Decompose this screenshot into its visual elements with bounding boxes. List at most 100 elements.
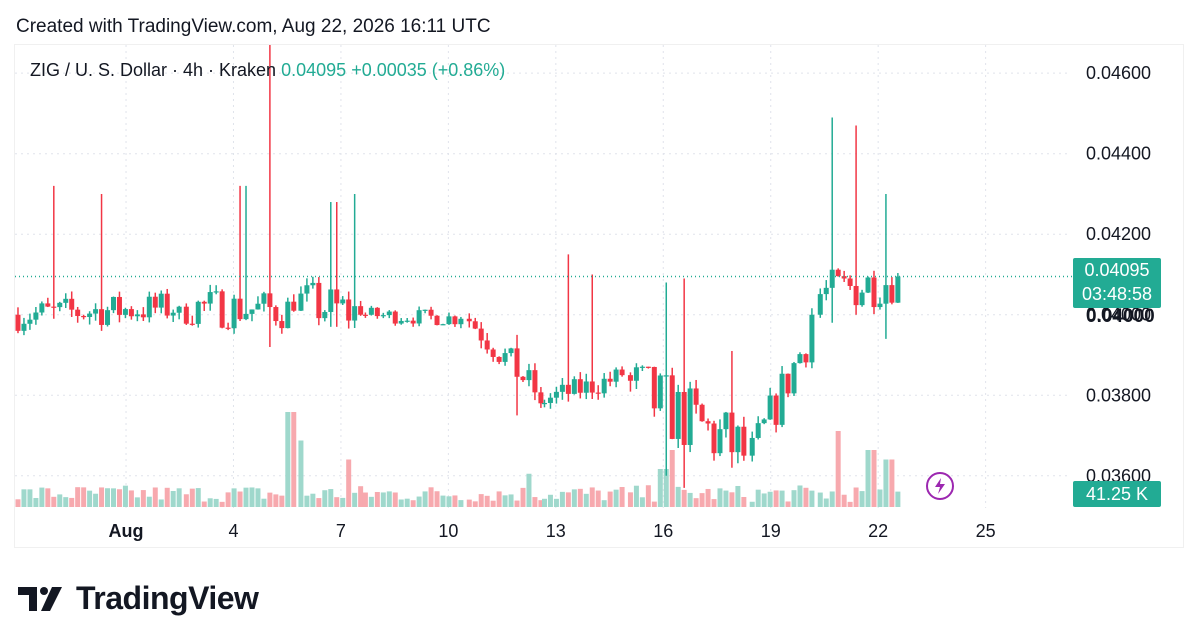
candle-body: [158, 293, 164, 308]
candle-body: [613, 369, 619, 382]
candle-body: [496, 356, 502, 362]
candle-body: [298, 293, 304, 311]
candle-body: [63, 298, 69, 303]
candle-body: [553, 391, 559, 398]
candle-body: [809, 314, 815, 363]
volume-bar: [705, 488, 711, 507]
candle-body: [267, 293, 273, 308]
candle-body: [398, 320, 404, 324]
volume-bar: [128, 490, 134, 507]
volume-bar: [316, 498, 322, 507]
candle-body: [410, 320, 416, 324]
candle-body: [75, 309, 81, 316]
candle-body: [514, 348, 520, 377]
volume-bar: [496, 491, 502, 507]
candle-body: [15, 314, 21, 331]
candle-body: [374, 307, 380, 317]
candle-body: [889, 285, 895, 303]
volume-bar: [633, 485, 639, 507]
volume-bar: [687, 492, 693, 507]
volume-bar: [526, 473, 532, 507]
tradingview-branding: TradingView: [18, 580, 259, 617]
candle-body: [140, 314, 146, 318]
volume-bar: [729, 492, 735, 507]
volume-bar: [532, 497, 538, 507]
candle-body: [57, 302, 63, 308]
volume-bar: [791, 490, 797, 507]
x-tick-label: 10: [438, 521, 458, 541]
created-with-caption: Created with TradingView.com, Aug 22, 20…: [16, 16, 491, 37]
volume-bar: [484, 495, 490, 507]
volume-bar: [392, 492, 398, 507]
volume-bar: [93, 493, 99, 507]
volume-bar: [440, 495, 446, 507]
volume-bar: [841, 494, 847, 507]
volume-bar: [538, 500, 544, 507]
candle-body: [797, 354, 803, 364]
volume-bar: [352, 492, 358, 507]
volume-tag: 41.25 K: [1073, 481, 1161, 507]
tradingview-wordmark: TradingView: [76, 580, 259, 616]
volume-bar: [865, 450, 871, 507]
volume-bar: [877, 489, 883, 507]
volume-bar: [152, 487, 158, 507]
volume-bar: [81, 487, 87, 507]
volume-bar: [201, 501, 207, 507]
candle-body: [675, 391, 681, 439]
candle-body: [619, 369, 625, 376]
volume-bar: [601, 500, 607, 507]
candle-body: [651, 366, 657, 409]
volume-bar: [735, 485, 741, 507]
volume-bar: [803, 487, 809, 507]
volume-bar: [458, 500, 464, 507]
candle-body: [328, 289, 334, 312]
candle-body: [532, 370, 538, 393]
candle-body: [859, 292, 865, 306]
candle-body: [741, 426, 747, 456]
bar-countdown: 03:48:58: [1081, 284, 1153, 304]
candle-body: [93, 309, 99, 314]
legend-last-price: 0.04095: [281, 60, 347, 80]
candle-body: [472, 321, 478, 329]
x-tick-label: 16: [653, 521, 673, 541]
candle-body: [346, 299, 352, 321]
y-tick-label: 0.04400: [1086, 144, 1151, 164]
candle-body: [380, 315, 386, 317]
volume-bar: [255, 488, 261, 507]
volume-bar: [823, 498, 829, 507]
candle-body: [152, 296, 158, 308]
volume-bar: [681, 489, 687, 507]
volume-bar: [779, 490, 785, 507]
candle-body: [392, 311, 398, 324]
volume-bar: [723, 490, 729, 507]
volume-bar: [847, 501, 853, 507]
volume-bar: [15, 499, 21, 507]
candle-body: [69, 298, 75, 310]
volume-bar: [514, 500, 520, 507]
volume-bar: [472, 501, 478, 507]
candle-body: [458, 318, 464, 325]
symbol-title[interactable]: ZIG / U. S. Dollar · 4h · Kraken: [30, 60, 277, 80]
candle-body: [541, 402, 547, 405]
x-tick-label: 13: [546, 521, 566, 541]
candle-body: [711, 423, 717, 454]
lightning-icon[interactable]: [926, 472, 954, 500]
y-tick-label: 0.04200: [1086, 224, 1151, 244]
volume-bar: [45, 488, 51, 507]
volume-bar: [619, 487, 625, 507]
volume-bar: [520, 487, 526, 507]
candle-body: [128, 309, 134, 317]
volume-bar: [170, 490, 176, 507]
volume-bar: [189, 488, 195, 507]
volume-bar: [553, 498, 559, 507]
candle-body: [687, 388, 693, 445]
volume-bar: [797, 485, 803, 507]
price-chart[interactable]: 0.03600 0.03800 0.04000 0.04200 0.04400 0.046…: [0, 0, 1200, 560]
candle-body: [27, 319, 33, 324]
volume-bar: [176, 488, 182, 507]
candle-body: [607, 378, 613, 382]
volume-bar: [895, 491, 901, 507]
volume-bar: [334, 497, 340, 507]
volume-bar: [105, 488, 111, 507]
volume-bar: [368, 496, 374, 507]
